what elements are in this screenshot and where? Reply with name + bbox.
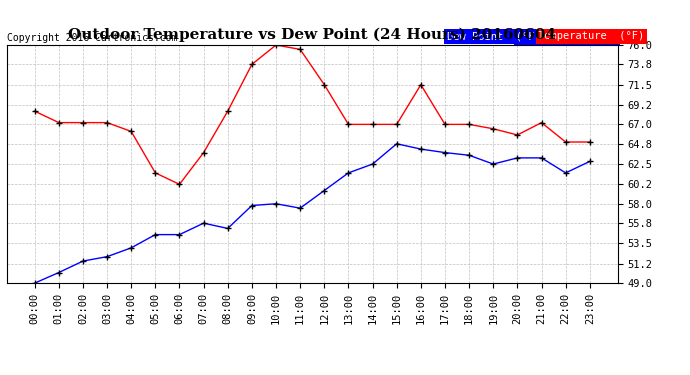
Text: Dew Point  (°F): Dew Point (°F) (516, 33, 618, 43)
Title: Outdoor Temperature vs Dew Point (24 Hours) 20160604: Outdoor Temperature vs Dew Point (24 Hou… (68, 28, 556, 42)
Text: Dew Point  (°F): Dew Point (°F) (446, 32, 540, 41)
Text: Copyright 2016 Cartronics.com: Copyright 2016 Cartronics.com (7, 33, 177, 43)
Text: Temperature  (°F): Temperature (°F) (538, 32, 644, 41)
